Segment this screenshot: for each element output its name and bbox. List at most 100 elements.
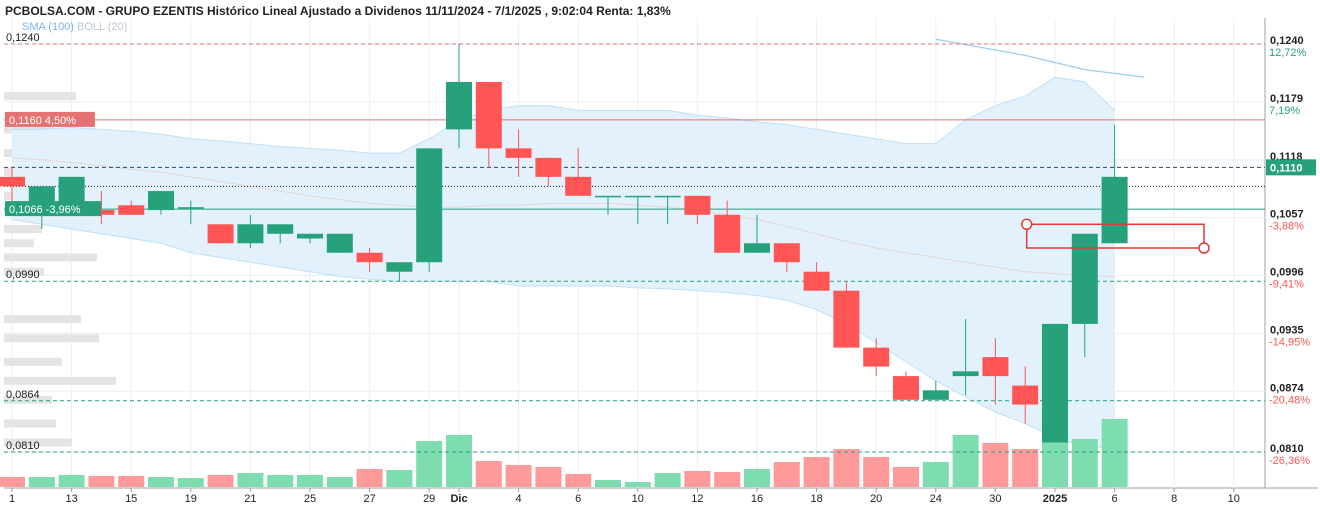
y-tick-label: 0,1179 <box>1270 93 1303 105</box>
x-tick-label: 6 <box>575 493 581 505</box>
candle <box>267 224 294 244</box>
candle-body <box>297 233 323 239</box>
volume-bar <box>148 477 174 487</box>
candle <box>624 195 651 225</box>
last-price-label: 0,1110 <box>1270 162 1302 174</box>
candle <box>356 248 383 272</box>
candle <box>88 191 115 225</box>
candles <box>0 44 1128 443</box>
volume-profile-bar <box>4 315 81 324</box>
y-tick-label: 0,0874 <box>1270 382 1305 394</box>
x-tick-label: 19 <box>185 493 197 505</box>
x-tick-label: 12 <box>691 493 703 505</box>
volume-bar <box>893 467 919 487</box>
candle-body <box>505 148 532 158</box>
x-tick-label: 8 <box>1171 493 1177 505</box>
candle-body <box>475 81 502 149</box>
candle-body <box>177 207 204 209</box>
candle <box>118 200 145 215</box>
sma-100-line <box>935 38 1145 78</box>
candle <box>922 380 949 400</box>
candle-body <box>356 252 383 263</box>
x-tick-label: 20 <box>870 493 882 505</box>
candle <box>1101 124 1128 244</box>
bollinger-upper <box>12 76 1115 154</box>
volume-profile-bar <box>4 376 116 385</box>
volume-bar <box>833 449 860 487</box>
volume-bar <box>1071 439 1098 487</box>
price-line-labels: 0,1240 0,1160 4,50% 0,1066 -3,96% 0,0990 0,0… <box>5 32 102 452</box>
candle-body <box>386 262 413 272</box>
volume-bar <box>535 467 562 487</box>
price-line-label: 0,1240 <box>6 32 40 44</box>
x-tick-label: 24 <box>930 493 942 505</box>
annotation <box>1020 218 1210 254</box>
x-tick-label: 16 <box>751 493 763 505</box>
x-tick-label: 15 <box>125 493 137 505</box>
candle <box>833 281 860 348</box>
candle-body <box>624 195 651 198</box>
sma-indicator-label[interactable]: SMA (100) <box>22 21 74 33</box>
candle <box>207 224 234 244</box>
volume-bar <box>177 478 204 487</box>
candle-body <box>207 224 234 244</box>
bollinger-fill <box>12 77 1115 448</box>
y-tick-pct: -26,36% <box>1269 455 1310 467</box>
volume-bar <box>863 457 890 487</box>
y-tick-pct: -3,88% <box>1269 221 1304 233</box>
volume-bar <box>1042 439 1068 487</box>
volume-profile-bar <box>4 225 42 234</box>
y-tick-label: 0,0935 <box>1270 324 1304 336</box>
volume-profile-bar <box>4 239 34 248</box>
candle-body <box>982 357 1009 377</box>
candle-body <box>565 176 592 196</box>
volume-bar <box>505 465 532 487</box>
price-line-tag <box>5 111 95 127</box>
candle-body <box>833 290 860 348</box>
volume-bar <box>0 477 25 487</box>
candle <box>1042 323 1068 443</box>
price-line-label: 0,0864 <box>6 389 40 401</box>
candle-body <box>1071 233 1098 324</box>
volume-bar <box>595 480 621 487</box>
annotation-handle <box>1198 242 1210 254</box>
price-line-tag-label: 0,1160 4,50% <box>9 115 76 127</box>
candle <box>893 371 919 400</box>
candle <box>1012 366 1039 424</box>
candle <box>773 243 800 272</box>
candle-body <box>803 271 830 291</box>
volume-bar <box>744 469 770 487</box>
y-tick-pct: -9,41% <box>1269 279 1304 291</box>
volume-bars <box>0 419 1128 487</box>
volume-profile-bar <box>4 395 52 404</box>
candle-body <box>326 233 353 253</box>
y-tick-pct: 7,19% <box>1269 105 1300 117</box>
volume-bar <box>446 435 472 487</box>
volume-profile-bar <box>4 267 44 276</box>
boll-indicator-label[interactable]: BOLL (20) <box>77 21 128 33</box>
candle <box>714 200 741 253</box>
candle <box>1071 233 1098 358</box>
x-tick-label: 27 <box>363 493 375 505</box>
x-tick-label: 2025 <box>1043 493 1067 505</box>
candle-body <box>863 347 890 367</box>
candle-body <box>0 176 25 187</box>
volume-bar <box>28 477 55 487</box>
volume-bar <box>416 441 443 487</box>
x-tick-label: 10 <box>632 493 644 505</box>
candle-body <box>714 214 741 253</box>
volume-bar <box>386 470 413 487</box>
annotation-handle <box>1020 218 1033 231</box>
x-tick-label: 18 <box>810 493 822 505</box>
candle-body <box>952 371 979 377</box>
candle <box>535 157 562 187</box>
price-line-label: 0,0810 <box>6 440 40 452</box>
candle-body <box>446 81 472 130</box>
candle <box>952 319 979 396</box>
x-tick-label: 21 <box>244 493 256 505</box>
candle-body <box>267 224 294 234</box>
x-tick-label: 4 <box>516 493 522 505</box>
candle-body <box>1012 385 1039 405</box>
candle <box>326 233 353 253</box>
